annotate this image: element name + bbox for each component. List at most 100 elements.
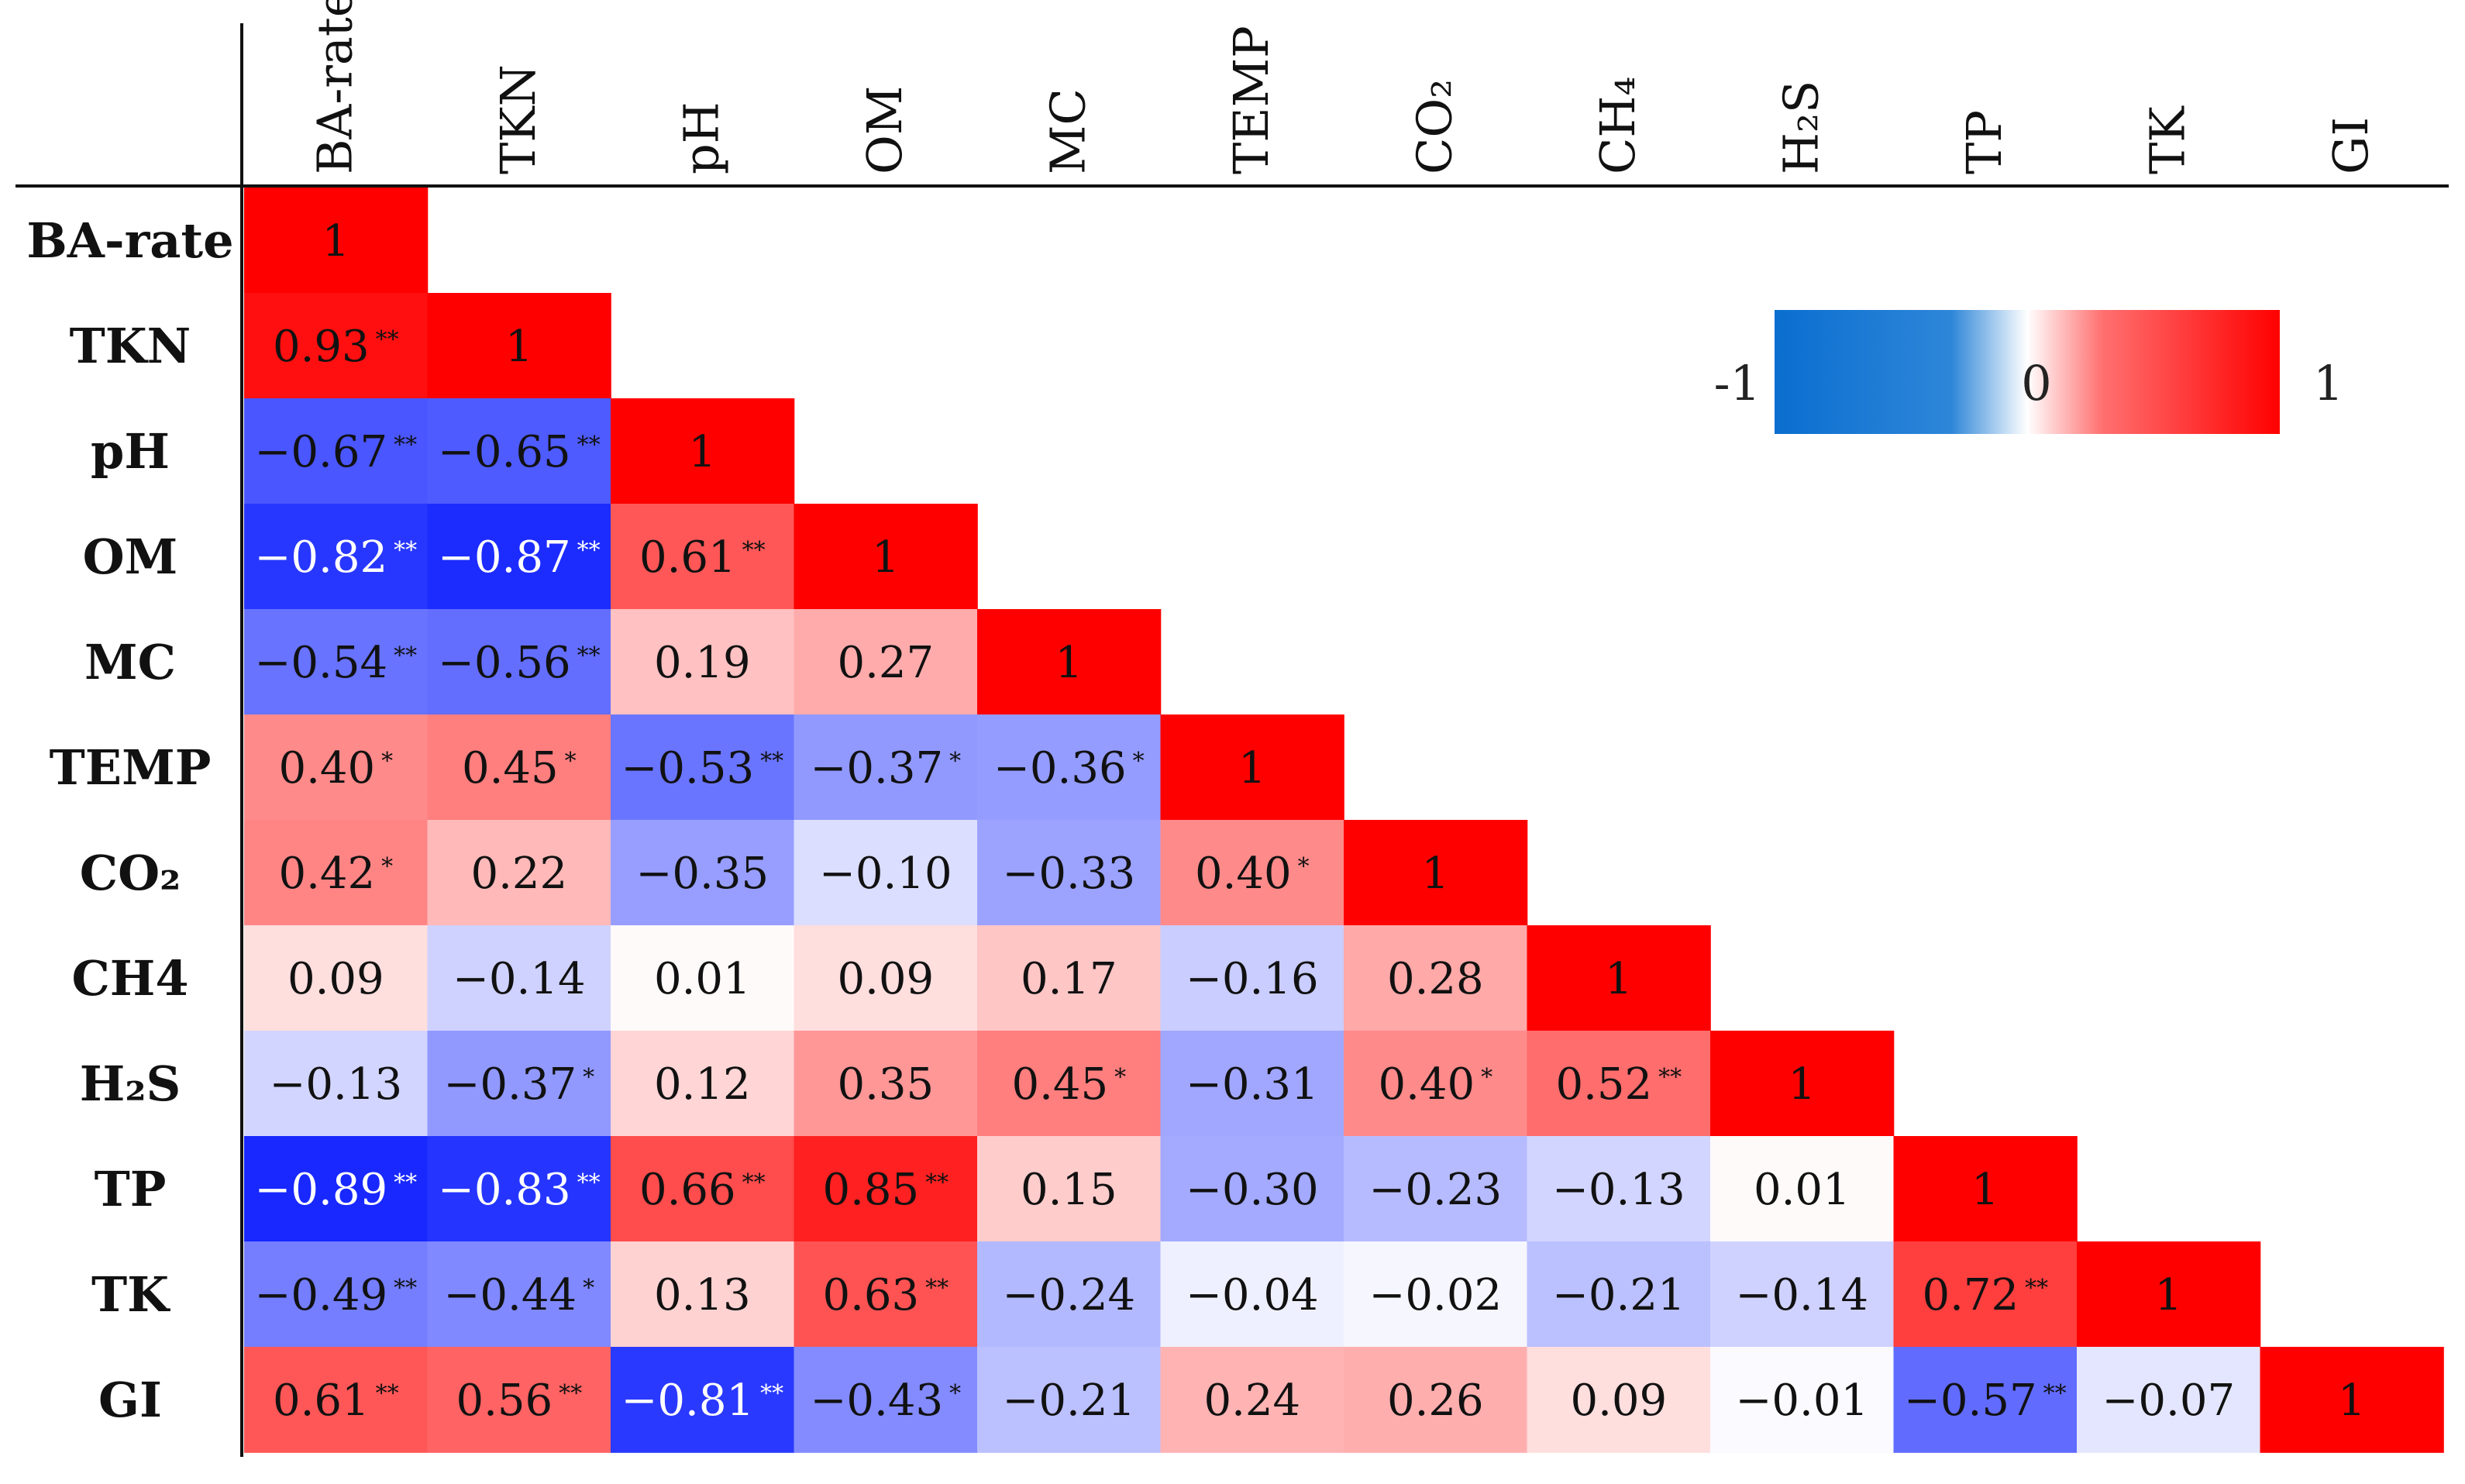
heatmap-cell-tp-tp <box>1893 1136 2078 1242</box>
cell-value-tkn-tkn: 1 <box>505 322 533 372</box>
heatmap-cell-tkn-tkn <box>427 293 611 399</box>
cell-value-ph-ph: 1 <box>688 427 716 477</box>
column-label-tkn: TKN <box>490 64 546 174</box>
cell-value-mc-mc: 1 <box>1055 638 1083 688</box>
column-label-ba-rate: BA-rate <box>306 0 363 174</box>
cell-value-tk-ch4: −0.21 <box>1552 1270 1685 1320</box>
colorbar-mid-label: 0 <box>2021 355 2051 411</box>
cell-value-co2-co2: 1 <box>1421 849 1449 899</box>
row-label-co2: CO₂ <box>80 845 181 901</box>
heatmap-cell-co2-ph <box>611 820 795 926</box>
cell-value-ch4-om: 0.09 <box>837 954 934 1004</box>
heatmap-cell-tk-temp <box>1160 1241 1344 1348</box>
cell-value-tp-mc: 0.15 <box>1021 1165 1117 1215</box>
column-label-co2: CO₂ <box>1406 79 1462 174</box>
row-label-tk: TK <box>91 1266 170 1323</box>
cell-value-ch4-temp: −0.16 <box>1186 954 1319 1004</box>
cell-value-h2s-om: 0.35 <box>837 1059 934 1110</box>
heatmap-cell-ba-rate-ba-rate <box>244 188 429 294</box>
heatmap-cell-tk-ch4 <box>1527 1241 1711 1348</box>
heatmap-cell-tp-tkn <box>427 1136 611 1242</box>
heatmap-cell-om-om <box>794 504 978 610</box>
column-label-tp: TP <box>1956 110 2012 174</box>
heatmap-cell-gi-om <box>794 1347 978 1453</box>
cell-value-tk-ph: 0.13 <box>654 1270 751 1320</box>
cell-value-gi-temp: 0.24 <box>1203 1376 1300 1426</box>
heatmap-cell-ph-ba-rate <box>244 398 429 504</box>
cell-value-co2-temp: 0.40 * <box>1195 849 1310 899</box>
colorbar-gradient <box>1775 310 2280 434</box>
heatmap-cell-tp-ch4 <box>1527 1136 1711 1242</box>
heatmap-cell-ch4-mc <box>977 925 1162 1031</box>
cell-value-tk-temp: −0.04 <box>1186 1270 1319 1320</box>
heatmap-cell-tp-ph <box>611 1136 795 1242</box>
heatmap-cell-tk-ba-rate <box>244 1241 429 1348</box>
cell-value-h2s-mc: 0.45 * <box>1011 1059 1126 1110</box>
row-labels: BA-rate TKN pH OM MC TEMP CO₂ CH4 H₂S TP TK GI <box>26 212 233 1428</box>
cell-value-h2s-tkn: −0.37 * <box>443 1059 594 1110</box>
heatmap-cell-gi-temp <box>1160 1347 1344 1453</box>
heatmap-cell-ch4-temp <box>1160 925 1344 1031</box>
heatmap-cell-ch4-tkn <box>427 925 611 1031</box>
heatmap-cell-h2s-om <box>794 1031 978 1137</box>
heatmap-cell-co2-temp <box>1160 820 1344 926</box>
cell-value-tp-ch4: −0.13 <box>1552 1165 1685 1215</box>
cell-value-ba-rate-ba-rate: 1 <box>322 216 349 267</box>
column-label-mc: MC <box>1039 88 1096 174</box>
heatmap-cell-gi-tkn <box>427 1347 611 1453</box>
heatmap-cell-h2s-temp <box>1160 1031 1344 1137</box>
heatmap-cell-gi-mc <box>977 1347 1162 1453</box>
heatmap-cell-tp-temp <box>1160 1136 1344 1242</box>
cell-value-ch4-ch4: 1 <box>1605 954 1633 1004</box>
colorbar-max-label: 1 <box>2313 355 2343 411</box>
column-label-temp: TEMP <box>1223 26 1279 174</box>
cell-value-gi-tk: −0.07 <box>2102 1376 2235 1426</box>
cell-value-tk-tk: 1 <box>2154 1270 2182 1320</box>
cell-value-gi-ch4: 0.09 <box>1570 1376 1667 1426</box>
heatmap-cell-ph-ph <box>611 398 795 504</box>
heatmap-cell-h2s-ph <box>611 1031 795 1137</box>
cell-value-mc-om: 0.27 <box>837 638 934 688</box>
cell-value-tk-h2s: −0.14 <box>1735 1270 1868 1320</box>
cell-value-om-om: 1 <box>872 532 900 583</box>
heatmap-cell-tk-h2s <box>1710 1241 1895 1348</box>
heatmap-cell-mc-tkn <box>427 609 611 715</box>
cell-value-temp-om: −0.37 * <box>810 743 961 794</box>
cell-value-co2-om: −0.10 <box>819 849 952 899</box>
row-label-tkn: TKN <box>70 318 191 374</box>
cell-value-ch4-tkn: −0.14 <box>453 954 586 1004</box>
heatmap-cell-om-tkn <box>427 504 611 610</box>
heatmap-cell-temp-temp <box>1160 714 1344 821</box>
heatmap-cell-gi-tk <box>2077 1347 2261 1453</box>
heatmap-cell-h2s-co2 <box>1344 1031 1528 1137</box>
heatmap-cell-temp-om <box>794 714 978 821</box>
heatmap-cell-tk-tp <box>1893 1241 2078 1348</box>
heatmap-cell-tkn-ba-rate <box>244 293 429 399</box>
heatmap-cell-gi-ba-rate <box>244 1347 429 1453</box>
heatmap-cell-gi-tp <box>1893 1347 2078 1453</box>
heatmap-cell-gi-co2 <box>1344 1347 1528 1453</box>
heatmap-cell-co2-mc <box>977 820 1162 926</box>
cell-value-co2-tkn: 0.22 <box>470 849 567 899</box>
heatmap-cell-h2s-ch4 <box>1527 1031 1711 1137</box>
cell-value-tp-h2s: 0.01 <box>1754 1165 1850 1215</box>
heatmap-cell-ch4-om <box>794 925 978 1031</box>
heatmap-cell-tk-co2 <box>1344 1241 1528 1348</box>
column-label-tk: TK <box>2139 105 2195 174</box>
cell-value-gi-mc: −0.21 <box>1002 1376 1135 1426</box>
heatmap-cell-gi-ph <box>611 1347 795 1453</box>
cell-value-ch4-ba-rate: 0.09 <box>287 954 384 1004</box>
cell-value-tk-co2: −0.02 <box>1368 1270 1502 1320</box>
row-label-h2s: H₂S <box>80 1055 181 1112</box>
cell-value-tp-tp: 1 <box>1971 1165 1999 1215</box>
heatmap-cell-tk-mc <box>977 1241 1162 1348</box>
cell-value-temp-tkn: 0.45 * <box>462 743 577 794</box>
row-label-ph: pH <box>91 423 170 480</box>
cell-value-co2-ba-rate: 0.42 * <box>278 849 393 899</box>
column-label-om: OM <box>856 86 913 174</box>
column-label-ph: pH <box>673 102 729 174</box>
heatmap-cell-h2s-h2s <box>1710 1031 1895 1137</box>
cell-value-ch4-co2: 0.28 <box>1387 954 1484 1004</box>
cell-value-ch4-mc: 0.17 <box>1021 954 1117 1004</box>
